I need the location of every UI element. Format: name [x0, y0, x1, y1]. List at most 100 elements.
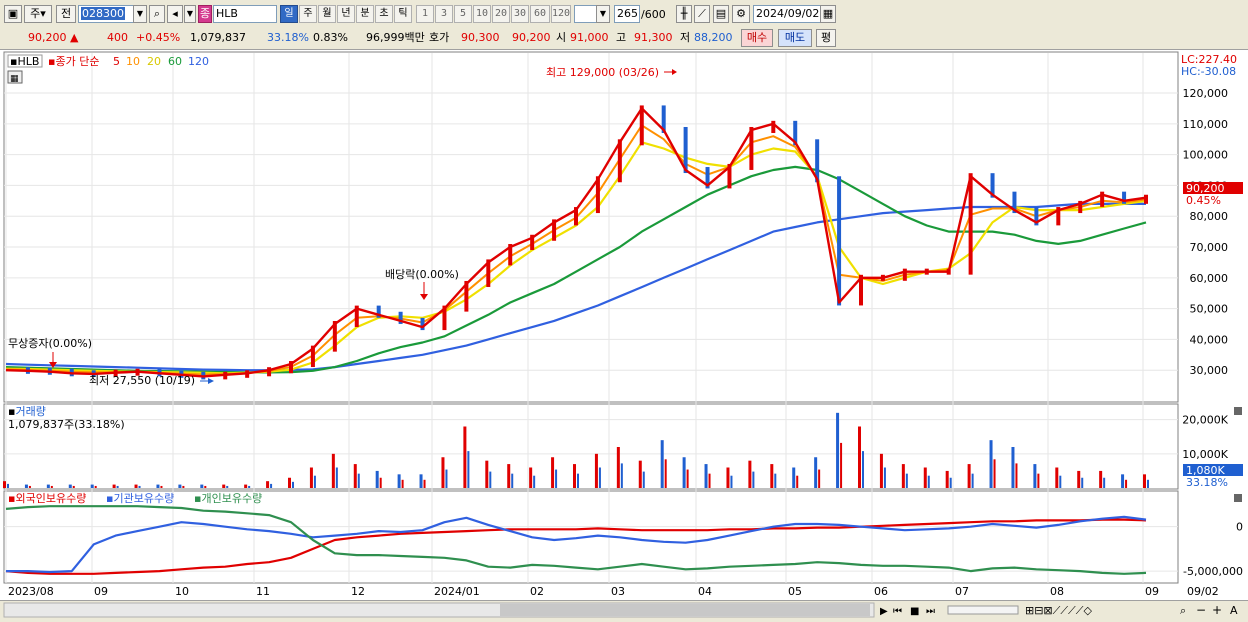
holdings-legend-inst[interactable]: ▪기관보유수량 [106, 492, 174, 505]
volume-panel-close-icon[interactable] [1234, 407, 1242, 415]
scroll-first-icon[interactable]: ⏮ [893, 606, 902, 617]
holdings-panel-close-icon[interactable] [1234, 494, 1242, 502]
scroll-right-icon[interactable]: ▶ [880, 606, 888, 617]
sell-button[interactable]: 매도 [778, 29, 812, 47]
volume-bar [927, 475, 930, 488]
font-size-icon[interactable]: A [1230, 604, 1238, 617]
volume-bar [967, 464, 971, 488]
volume-bar [770, 464, 774, 488]
price-change-pct: +0.45% [136, 31, 181, 44]
candle [310, 345, 315, 368]
volume-bar [116, 485, 119, 488]
candle [1144, 194, 1148, 204]
tool-icons[interactable]: ⊞⊟⊠⟋⟋⟋⟋◇ [1025, 604, 1092, 617]
institution-holdings-line [6, 515, 1147, 574]
volume-bar [182, 485, 185, 488]
volume-bar [862, 451, 864, 488]
period-month-tab[interactable]: 월 [318, 5, 336, 23]
candle [464, 280, 469, 312]
speaker-icon[interactable]: ◂ [167, 5, 183, 23]
holdings-legend-foreign[interactable]: ▪외국인보유수량 [8, 492, 86, 505]
speaker-dropdown-icon[interactable]: ▼ [184, 5, 196, 23]
volume-title[interactable]: ▪거래량 [8, 405, 46, 418]
legend-ma-title[interactable]: ▪종가 단순 [48, 55, 99, 68]
volume-bar [24, 484, 28, 488]
volume-bar [463, 426, 467, 488]
price-tag [1183, 182, 1243, 194]
annotations: 최고 129,000 (03/26) 배당락(0.00%) 무상증자(0.00%… [8, 66, 677, 387]
volume-axis: 20,000K 10,000K [1182, 414, 1228, 461]
volume-bar [752, 471, 755, 488]
tick-1-button[interactable]: 1 [416, 5, 434, 23]
holdings-legend-indiv-text: 개인보유수량 [201, 492, 262, 505]
prev-button[interactable]: 전 [56, 5, 76, 23]
candle [683, 126, 688, 174]
period-year-tab[interactable]: 년 [337, 5, 355, 23]
volume-bar [594, 453, 598, 488]
volume-bar [266, 481, 270, 488]
volume-bar [313, 475, 316, 488]
indicator-list-icon[interactable] [7, 70, 23, 84]
price-tick-label: 30,000 [1190, 364, 1229, 377]
zoom-out-icon[interactable]: ⌕ [1180, 604, 1186, 617]
volume-bar [1081, 477, 1084, 488]
settings-gear-icon[interactable]: ⚙ [732, 5, 750, 23]
tick-20-button[interactable]: 20 [492, 5, 510, 23]
bid-price-1: 90,300 [461, 31, 500, 44]
period-day-tab[interactable]: 일 [280, 5, 298, 23]
draw-tool-icon[interactable]: ⟋ [694, 5, 710, 23]
volume-bar [46, 484, 50, 488]
buy-button[interactable]: 매수 [741, 29, 773, 47]
zoom-slider[interactable] [947, 605, 1019, 615]
market-type-select[interactable]: 주▾ [24, 5, 52, 23]
legend-name-box[interactable] [7, 54, 43, 68]
volume-bar [1037, 473, 1040, 488]
tick-5-button[interactable]: 5 [454, 5, 472, 23]
date-input[interactable]: 2024/09/02 [753, 5, 821, 23]
candle [530, 234, 535, 251]
scrollbar-thumb[interactable] [500, 604, 870, 616]
chart-type-icon[interactable]: ╫ [676, 5, 692, 23]
eval-button[interactable]: 평 [816, 29, 836, 47]
stock-name-field[interactable]: HLB [213, 5, 277, 23]
bar-count-total: /600 [641, 8, 666, 21]
volume-bar [160, 485, 163, 488]
x-tick-label: 08 [1050, 585, 1064, 598]
search-icon[interactable]: ⌕ [149, 5, 165, 23]
volume-bar [923, 467, 927, 488]
tick-120-button[interactable]: 120 [551, 5, 571, 23]
bar-count-input[interactable]: 265 [614, 5, 640, 23]
save-icon[interactable]: ▤ [713, 5, 729, 23]
volume-bar [577, 473, 579, 488]
period-second-tab[interactable]: 초 [375, 5, 393, 23]
low-arrow-head [208, 378, 214, 384]
code-dropdown-icon[interactable]: ▼ [133, 5, 147, 23]
tick-3-button[interactable]: 3 [435, 5, 453, 23]
period-week-tab[interactable]: 주 [299, 5, 317, 23]
custom-tick-dropdown-icon[interactable]: ▼ [596, 5, 610, 23]
tick-60-button[interactable]: 60 [530, 5, 550, 23]
candle [1034, 207, 1039, 226]
volume-bar [573, 464, 576, 488]
volume-bar [686, 469, 689, 488]
volume-bar [1147, 479, 1149, 488]
price-tick-label: 100,000 [1183, 149, 1229, 162]
period-tick-tab[interactable]: 틱 [394, 5, 412, 23]
holdings-legend-indiv[interactable]: ▪개인보유수량 [194, 492, 262, 505]
volume-bar [379, 477, 382, 488]
period-minute-tab[interactable]: 분 [356, 5, 374, 23]
scroll-stop-icon[interactable]: ■ [910, 606, 919, 617]
scroll-last-icon[interactable]: ⏭ [926, 606, 935, 617]
holdings-legend-foreign-text: 외국인보유수량 [15, 492, 86, 505]
minus-icon[interactable]: − [1196, 603, 1206, 617]
stock-code-input[interactable]: 028300 [78, 5, 136, 23]
tick-30-button[interactable]: 30 [511, 5, 529, 23]
chart-area[interactable]: 120,000110,000100,00090,00080,00070,0006… [0, 50, 1248, 600]
window-menu-icon[interactable]: ▣ [4, 5, 22, 23]
tick-10-button[interactable]: 10 [473, 5, 491, 23]
plus-icon[interactable]: + [1212, 603, 1222, 617]
calendar-icon[interactable]: ▦ [820, 5, 836, 23]
x-tick-label: 2023/08 [8, 585, 54, 598]
candle [727, 163, 732, 189]
volume-bar [1121, 474, 1125, 488]
